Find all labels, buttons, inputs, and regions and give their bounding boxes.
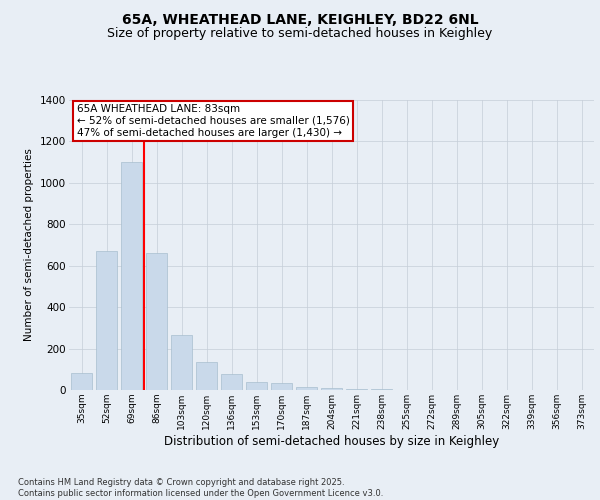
Bar — [196, 362, 217, 390]
Bar — [346, 389, 367, 390]
Text: Contains HM Land Registry data © Crown copyright and database right 2025.
Contai: Contains HM Land Registry data © Crown c… — [18, 478, 383, 498]
Bar — [171, 335, 192, 390]
Y-axis label: Number of semi-detached properties: Number of semi-detached properties — [25, 148, 34, 342]
X-axis label: Distribution of semi-detached houses by size in Keighley: Distribution of semi-detached houses by … — [164, 434, 499, 448]
Bar — [71, 374, 92, 390]
Bar — [146, 254, 167, 390]
Bar — [321, 388, 342, 390]
Bar — [96, 251, 117, 390]
Bar — [246, 382, 267, 390]
Bar — [271, 383, 292, 390]
Text: Size of property relative to semi-detached houses in Keighley: Size of property relative to semi-detach… — [107, 28, 493, 40]
Bar — [221, 374, 242, 390]
Bar — [296, 387, 317, 390]
Text: 65A WHEATHEAD LANE: 83sqm
← 52% of semi-detached houses are smaller (1,576)
47% : 65A WHEATHEAD LANE: 83sqm ← 52% of semi-… — [77, 104, 350, 138]
Text: 65A, WHEATHEAD LANE, KEIGHLEY, BD22 6NL: 65A, WHEATHEAD LANE, KEIGHLEY, BD22 6NL — [122, 12, 478, 26]
Bar — [121, 162, 142, 390]
